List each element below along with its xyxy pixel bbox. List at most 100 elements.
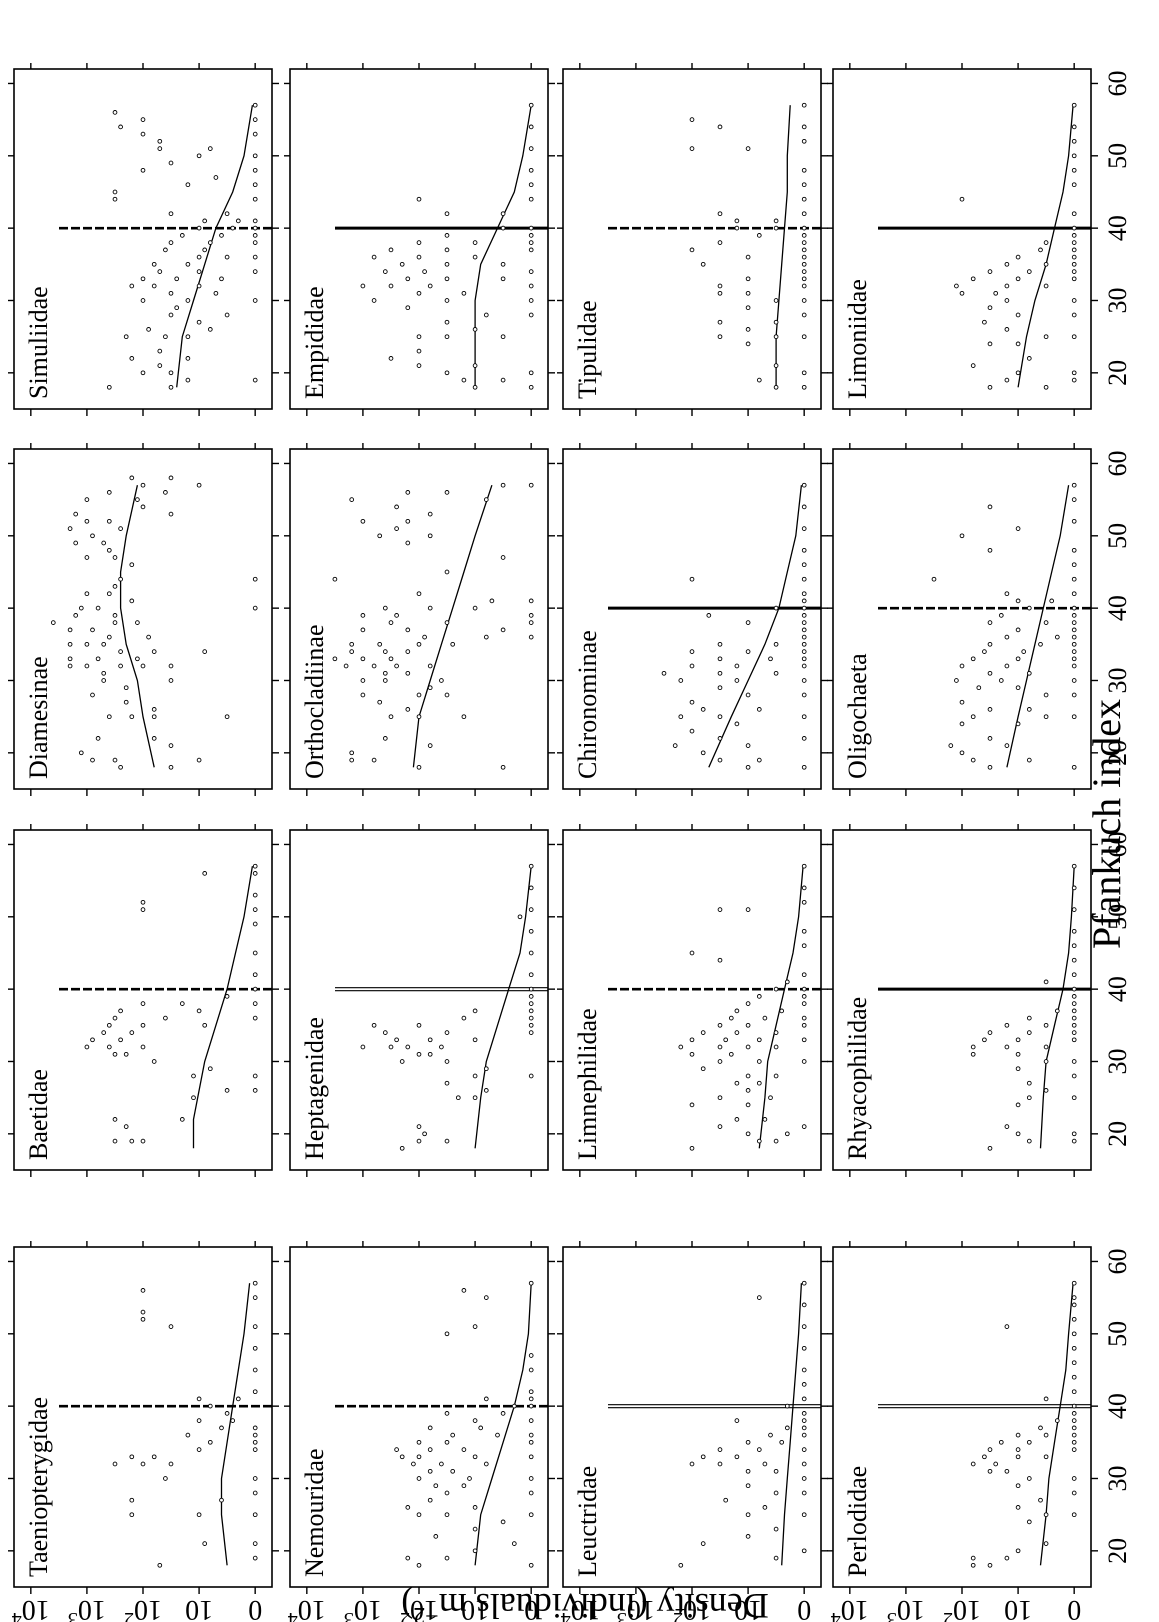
data-point	[528, 986, 534, 992]
data-point	[129, 283, 135, 289]
data-point	[388, 247, 394, 253]
data-point	[252, 892, 258, 898]
data-point	[118, 649, 123, 654]
data-point	[332, 576, 338, 582]
data-point	[745, 1439, 751, 1445]
data-point	[801, 138, 807, 144]
data-point	[1071, 482, 1077, 488]
data-point	[224, 1411, 230, 1416]
data-point	[672, 743, 678, 748]
data-point	[1071, 1389, 1077, 1395]
data-point	[129, 1030, 135, 1035]
x-tick-label: 20	[1103, 360, 1132, 386]
y-axis-label-superscript: −2	[413, 1602, 439, 1622]
data-point	[1015, 312, 1021, 318]
data-point	[528, 994, 534, 999]
data-point	[1026, 757, 1032, 763]
data-point	[1071, 167, 1077, 173]
data-point	[252, 1324, 258, 1329]
data-point	[444, 1080, 450, 1086]
data-point	[700, 1541, 706, 1546]
x-axis-label: Pfankuch index	[1084, 699, 1129, 949]
data-point	[528, 1001, 534, 1006]
data-point	[252, 298, 258, 303]
data-point	[411, 1461, 416, 1467]
y-tick-label: 104	[12, 1594, 50, 1622]
data-point	[472, 1526, 478, 1532]
data-point	[146, 634, 151, 640]
data-point	[405, 490, 411, 495]
data-point	[1071, 1001, 1077, 1006]
data-point	[959, 750, 965, 756]
data-point	[773, 298, 779, 303]
data-point	[500, 261, 506, 267]
data-point	[151, 649, 157, 654]
data-point	[528, 240, 534, 245]
data-point	[1071, 1280, 1077, 1286]
x-tick-labels-col-1: 20 30 40 50 60	[1103, 1248, 1132, 1563]
data-point	[745, 276, 751, 282]
data-point	[67, 526, 73, 531]
data-point	[252, 1439, 258, 1445]
data-point	[801, 1512, 807, 1518]
data-point	[1071, 591, 1077, 597]
data-point	[1026, 1095, 1032, 1101]
data-point	[455, 1095, 461, 1101]
data-point	[129, 714, 135, 720]
data-point	[1004, 634, 1010, 640]
data-point	[73, 613, 79, 618]
y-tick-labels-row-2: 0 10 102 103 104	[288, 1594, 538, 1622]
data-point	[1026, 605, 1032, 611]
data-point	[129, 1512, 135, 1518]
data-point	[500, 482, 506, 488]
data-point	[1026, 1476, 1032, 1481]
data-point	[67, 627, 73, 633]
data-point	[416, 641, 422, 647]
x-tick-label: 40	[1103, 595, 1132, 621]
data-point	[472, 363, 478, 368]
panel-title: Orthocladiinae	[300, 625, 329, 780]
data-point	[382, 678, 388, 683]
data-point	[700, 750, 706, 756]
panel-title: Baetidae	[24, 1069, 53, 1160]
data-point	[252, 269, 258, 274]
data-point	[388, 283, 394, 289]
data-point	[723, 1497, 729, 1503]
data-point	[224, 254, 230, 260]
data-point	[528, 863, 534, 869]
panel-simuliidae: Simuliidae	[8, 63, 279, 416]
data-point	[252, 1345, 258, 1351]
data-point	[151, 707, 157, 712]
data-point	[95, 605, 101, 611]
data-point	[135, 656, 140, 662]
data-point	[1071, 714, 1077, 720]
fitted-curve	[220, 1283, 251, 1566]
x-tick-labels-col-3: 20 30 40 50 60	[1103, 450, 1132, 765]
data-point	[1004, 591, 1010, 597]
data-point	[745, 1022, 751, 1028]
data-point	[801, 167, 807, 173]
data-point	[801, 276, 807, 282]
data-point	[196, 153, 202, 159]
data-point	[528, 1367, 534, 1373]
data-point	[801, 678, 807, 683]
data-point	[723, 1037, 729, 1043]
data-point	[801, 225, 807, 231]
data-point	[987, 384, 993, 390]
data-point	[511, 1403, 517, 1409]
data-point	[689, 699, 695, 705]
data-point	[1043, 1541, 1049, 1546]
data-point	[472, 254, 478, 260]
data-point	[174, 305, 180, 311]
data-point	[472, 1095, 478, 1101]
data-point	[67, 656, 73, 662]
data-point	[784, 1131, 790, 1137]
data-point	[427, 533, 433, 539]
data-point	[416, 1051, 422, 1057]
data-point	[734, 1454, 740, 1460]
data-point	[717, 290, 723, 296]
data-point	[252, 1073, 258, 1079]
data-point	[1071, 1403, 1077, 1409]
data-point	[500, 211, 506, 217]
data-point	[416, 1439, 422, 1445]
